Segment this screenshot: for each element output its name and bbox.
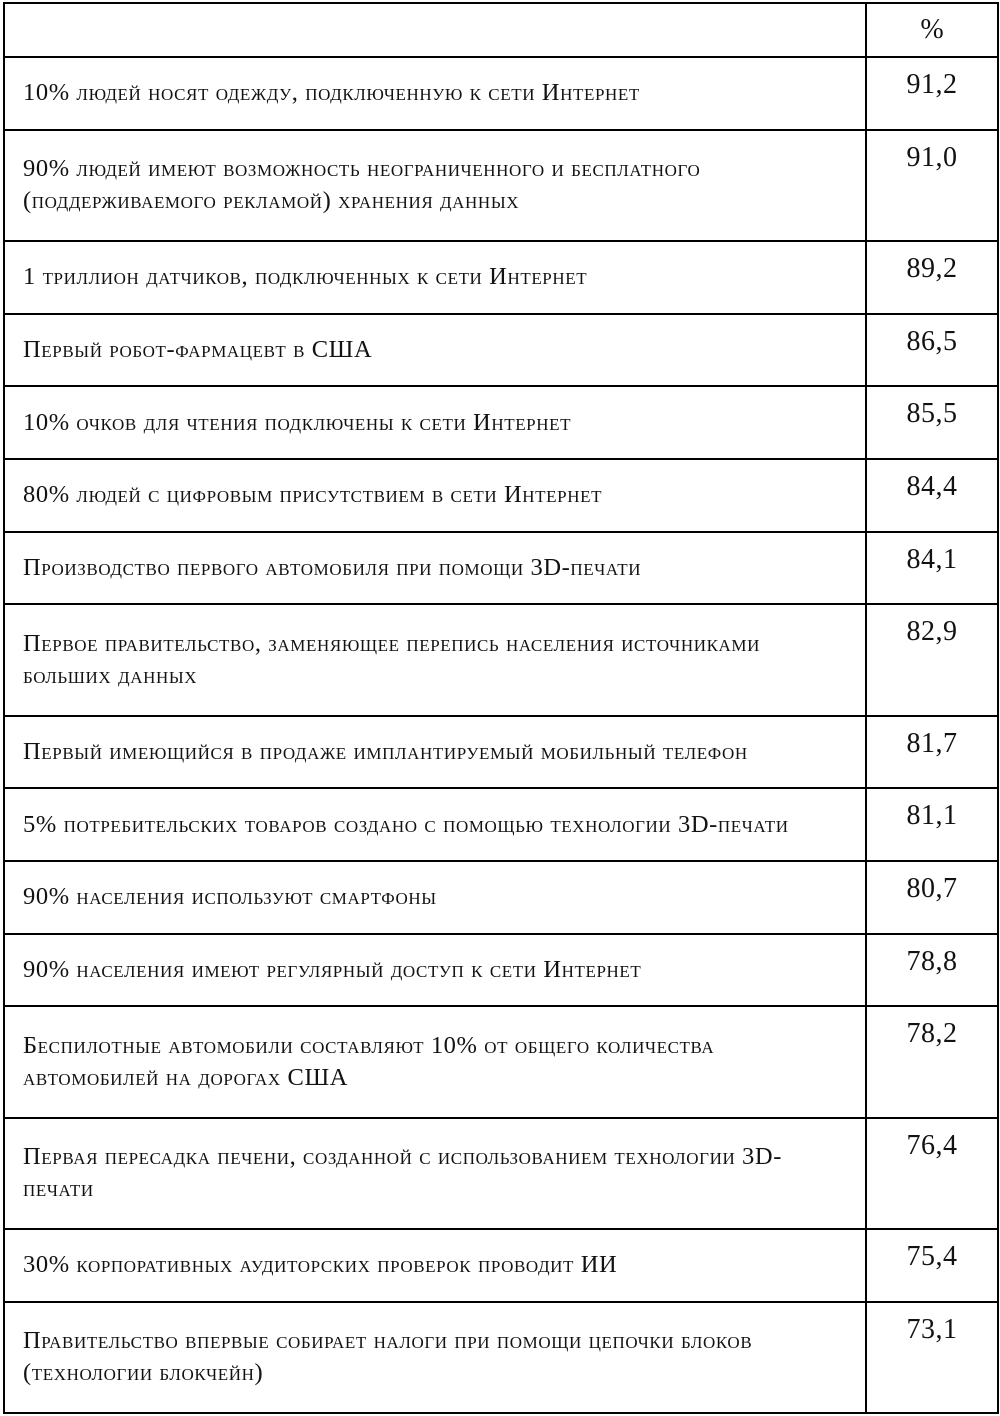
table-row: Первое правительство, заменяющее перепис… (3, 603, 999, 717)
table-row: Первый имеющийся в продаже имплантируемы… (3, 714, 999, 790)
table-row: 10% людей носят одежду, подключенную к с… (3, 56, 999, 131)
table-row: 30% корпоративных аудиторских проверок п… (3, 1227, 999, 1303)
event-cell: 1 триллион датчиков, подключенных к сети… (3, 239, 867, 315)
event-cell: Первый имеющийся в продаже имплантируемы… (3, 714, 867, 790)
percent-cell: 91,0 (865, 128, 999, 242)
event-cell: 90% людей имеют возможность неограниченн… (3, 128, 867, 242)
percent-cell: 78,8 (865, 932, 999, 1008)
event-cell: Первый робот-фармацевт в США (3, 312, 867, 388)
percent-cell: 84,4 (865, 457, 999, 533)
table-row: Правительство впервые собирает налоги пр… (3, 1300, 999, 1415)
percent-cell: 76,4 (865, 1116, 999, 1230)
event-cell: Беспилотные автомобили составляют 10% от… (3, 1005, 867, 1119)
table-row: Первый робот-фармацевт в США 86,5 (3, 312, 999, 388)
table-row: 90% населения используют смартфоны 80,7 (3, 859, 999, 935)
event-cell: Первое правительство, заменяющее перепис… (3, 603, 867, 717)
table-row: 80% людей с цифровым присутствием в сети… (3, 457, 999, 533)
milestones-table: % 10% людей носят одежду, подключенную к… (3, 2, 999, 1415)
event-cell: 30% корпоративных аудиторских проверок п… (3, 1227, 867, 1303)
table-row: Производство первого автомобиля при помо… (3, 530, 999, 606)
table-row: 1 триллион датчиков, подключенных к сети… (3, 239, 999, 315)
table-row: 90% населения имеют регулярный доступ к … (3, 932, 999, 1008)
table-row: 10% очков для чтения подключены к сети И… (3, 385, 999, 460)
percent-column-header: % (865, 2, 999, 58)
percent-cell: 85,5 (865, 385, 999, 460)
percent-cell: 86,5 (865, 312, 999, 388)
percent-cell: 80,7 (865, 859, 999, 935)
event-cell: Первая пересадка печени, созданной с исп… (3, 1116, 867, 1230)
event-cell: 10% людей носят одежду, подключенную к с… (3, 56, 867, 131)
percent-cell: 73,1 (865, 1300, 999, 1415)
percent-cell: 81,7 (865, 714, 999, 790)
event-cell: 90% населения имеют регулярный доступ к … (3, 932, 867, 1008)
table-row: 5% потребительских товаров создано с пом… (3, 787, 999, 862)
event-cell: Производство первого автомобиля при помо… (3, 530, 867, 606)
header-row: % (3, 2, 999, 58)
event-cell: Правительство впервые собирает налоги пр… (3, 1300, 867, 1415)
event-cell: 90% населения используют смартфоны (3, 859, 867, 935)
percent-cell: 78,2 (865, 1005, 999, 1119)
percent-cell: 82,9 (865, 603, 999, 717)
event-cell: 10% очков для чтения подключены к сети И… (3, 385, 867, 460)
percent-cell: 81,1 (865, 787, 999, 862)
percent-cell: 84,1 (865, 530, 999, 606)
event-column-header (3, 2, 867, 58)
percent-cell: 75,4 (865, 1227, 999, 1303)
event-cell: 5% потребительских товаров создано с пом… (3, 787, 867, 862)
percent-cell: 91,2 (865, 56, 999, 131)
table-row: Беспилотные автомобили составляют 10% от… (3, 1005, 999, 1119)
table-row: Первая пересадка печени, созданной с исп… (3, 1116, 999, 1230)
event-cell: 80% людей с цифровым присутствием в сети… (3, 457, 867, 533)
table-body: 10% людей носят одежду, подключенную к с… (3, 56, 999, 1415)
table-row: 90% людей имеют возможность неограниченн… (3, 128, 999, 242)
percent-cell: 89,2 (865, 239, 999, 315)
